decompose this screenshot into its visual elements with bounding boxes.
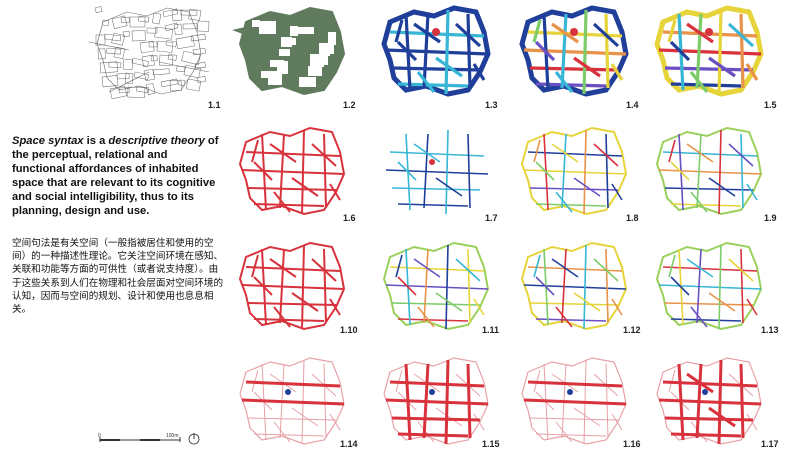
panel-label: 1.10 — [340, 325, 358, 335]
map-panel — [228, 352, 348, 452]
panel-label: 1.9 — [764, 213, 777, 223]
map-graphic — [656, 357, 762, 445]
map-graphic — [654, 5, 764, 97]
map-panel — [228, 122, 348, 222]
panel-label: 1.14 — [340, 439, 358, 449]
map-graphic — [88, 6, 210, 100]
term-space-syntax: Space syntax — [12, 135, 84, 147]
map-panel — [645, 237, 765, 337]
map-graphic — [238, 126, 346, 216]
map-panel — [228, 2, 348, 102]
map-panel — [372, 2, 492, 102]
map-panel — [372, 352, 492, 452]
map-graphic — [520, 241, 628, 331]
map-graphic — [521, 357, 627, 445]
map-graphic — [519, 5, 629, 97]
panel-label: 1.15 — [482, 439, 500, 449]
panel-label: 1.3 — [485, 100, 498, 110]
scale-end: 100m — [166, 433, 179, 439]
map-graphic — [655, 126, 763, 216]
map-panel — [645, 2, 765, 102]
description-rest: of the perceptual, relational and functi… — [12, 135, 219, 217]
map-graphic — [239, 357, 345, 445]
map-graphic — [383, 357, 489, 445]
map-panel — [645, 352, 765, 452]
description-connector: is a — [83, 135, 109, 147]
map-panel — [510, 2, 630, 102]
panel-label: 1.5 — [764, 100, 777, 110]
map-panel — [510, 352, 630, 452]
term-descriptive-theory: descriptive theory — [108, 135, 205, 147]
map-panel — [228, 237, 348, 337]
map-panel — [372, 237, 492, 337]
map-graphic — [655, 241, 763, 331]
scale-bar: 0 100m — [96, 430, 206, 448]
map-graphic — [385, 129, 489, 215]
description-text: Space syntax is a descriptive theory of … — [12, 134, 222, 218]
scale-bar-graphic: 0 100m — [98, 433, 200, 445]
map-panel — [645, 122, 765, 222]
panel-label: 1.7 — [485, 213, 498, 223]
map-panel — [372, 122, 492, 222]
map-panel — [510, 122, 630, 222]
map-graphic — [232, 6, 346, 96]
panel-label: 1.4 — [626, 100, 639, 110]
map-panel — [510, 237, 630, 337]
map-graphic — [238, 241, 346, 331]
map-graphic — [520, 126, 628, 216]
panel-label: 1.8 — [626, 213, 639, 223]
panel-label: 1.16 — [623, 439, 641, 449]
panel-label: 1.13 — [761, 325, 779, 335]
map-graphic — [382, 241, 490, 331]
panel-label: 1.11 — [482, 325, 500, 335]
map-graphic — [381, 5, 491, 97]
chinese-description: 空间句法是有关空间（一般指被居住和使用的空间）的一种描述性理论。它关注空间环境在… — [12, 238, 224, 316]
panel-label: 1.6 — [343, 213, 356, 223]
panel-label: 1.2 — [343, 100, 356, 110]
panel-label: 1.1 — [208, 100, 221, 110]
panel-label: 1.12 — [623, 325, 641, 335]
scale-zero: 0 — [98, 433, 101, 439]
panel-label: 1.17 — [761, 439, 779, 449]
map-panel — [85, 2, 210, 102]
